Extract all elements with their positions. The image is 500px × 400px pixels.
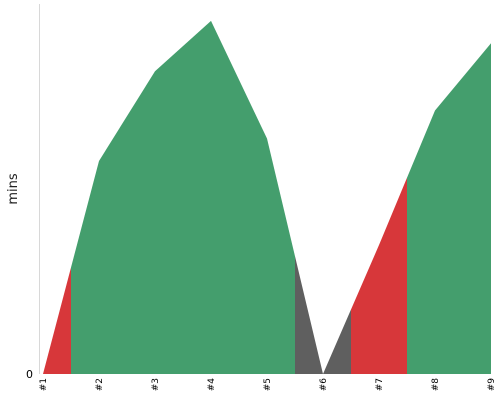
y-axis-ticks: 0 xyxy=(26,368,33,381)
x-tick-label: #8 xyxy=(431,378,441,392)
area-segments xyxy=(43,20,491,375)
x-tick-label: #4 xyxy=(207,378,217,392)
area-segment-5 xyxy=(407,43,491,375)
x-tick-label: #1 xyxy=(39,378,49,391)
x-tick-label: #5 xyxy=(263,378,273,391)
x-tick-label: #6 xyxy=(319,378,329,392)
x-tick-label: #7 xyxy=(375,378,385,391)
area-segment-2 xyxy=(71,20,295,374)
area-segment-4 xyxy=(351,177,407,374)
x-axis-ticks: #1 #2 #3 #4 #5 #6 #7 #8 #9 xyxy=(39,378,497,392)
y-axis-title: mins xyxy=(6,173,21,205)
x-tick-label: #9 xyxy=(487,378,497,392)
x-tick-label: #2 xyxy=(95,378,105,391)
area-segment-3 xyxy=(295,256,351,374)
x-tick-label: #3 xyxy=(151,378,161,391)
area-segment-1 xyxy=(43,267,71,374)
y-tick-label: 0 xyxy=(26,368,33,381)
